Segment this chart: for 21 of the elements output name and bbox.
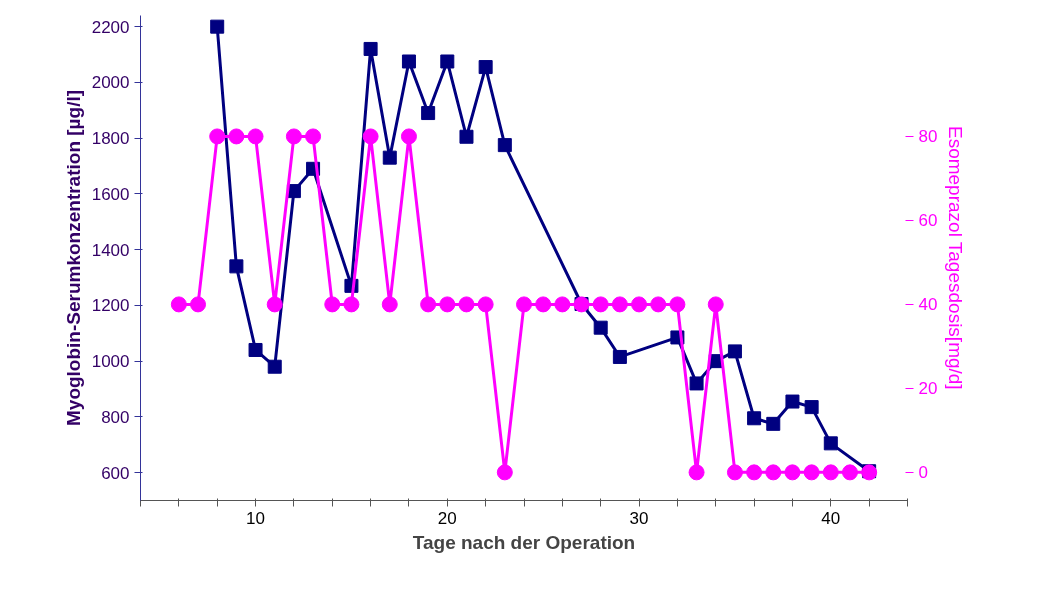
y-tick-label: 1400: [91, 240, 130, 260]
y-tick-label: 1000: [91, 352, 130, 372]
x-tick-label: 40: [821, 508, 841, 528]
y2-tick-label: 20: [918, 379, 938, 399]
y-tick-label: 800: [101, 407, 130, 427]
y2-tick-label: 80: [918, 127, 938, 147]
y2-tick-label: 40: [918, 295, 938, 315]
y-tick-label: 1200: [91, 296, 130, 316]
y-axis-title: Myoglobin-Serumkonzentration [µg/l]: [62, 89, 84, 427]
y-tick-label: 600: [101, 463, 130, 483]
y2-tick-label: 0: [918, 463, 928, 483]
y-tick-label: 1600: [91, 184, 130, 204]
y-tick-label: 1800: [91, 129, 130, 149]
y2-tick-label: 60: [918, 211, 938, 231]
y2-axis-title: Esomeprazol Tagesdosis[mg/d]: [945, 125, 967, 390]
x-tick-label: 10: [246, 508, 266, 528]
y-tick-label: 2200: [91, 17, 130, 37]
x-tick-label: 20: [437, 508, 457, 528]
y-tick-label: 2000: [91, 73, 130, 93]
x-tick-label: 30: [629, 508, 649, 528]
x-axis-title: Tage nach der Operation: [412, 531, 636, 553]
